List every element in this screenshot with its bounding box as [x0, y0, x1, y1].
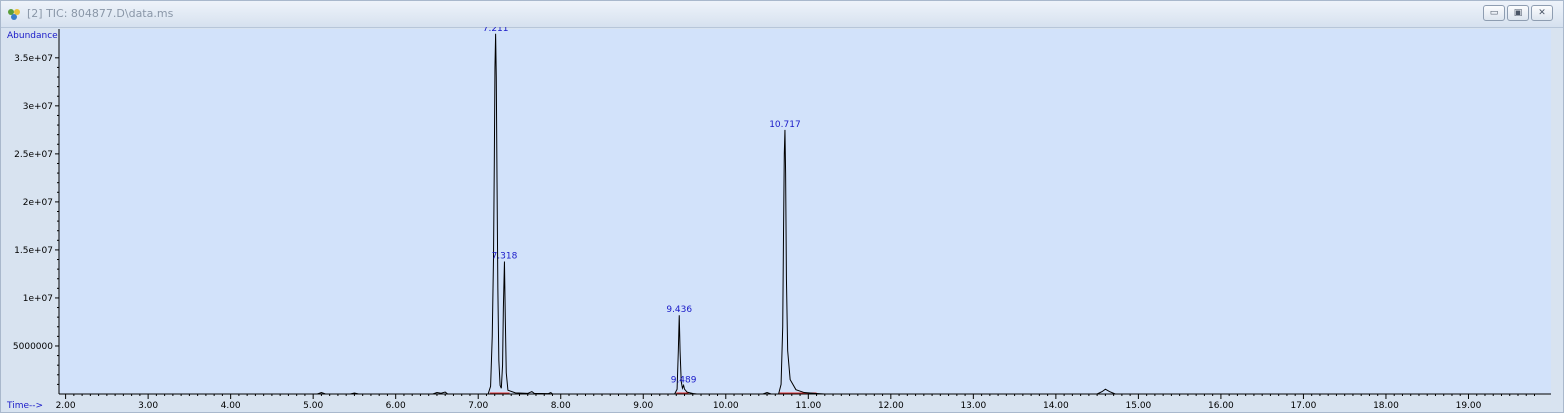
y-axis-label: Abundance — [7, 31, 58, 41]
peak-label: 7.211 — [483, 27, 509, 34]
x-tick-label: 12.00 — [878, 401, 904, 411]
x-tick-label: 3.00 — [138, 401, 158, 411]
x-tick-label: 17.00 — [1291, 401, 1317, 411]
peak-label: 10.717 — [769, 120, 801, 130]
y-tick-label: 3.5e+07 — [14, 54, 53, 64]
x-tick-label: 15.00 — [1126, 401, 1152, 411]
y-tick-label: 2e+07 — [23, 198, 53, 208]
tic-trace — [59, 33, 1551, 395]
peak-label: 7.318 — [492, 251, 518, 261]
x-axis-label: Time--> — [6, 401, 43, 411]
x-tick-label: 10.00 — [713, 401, 739, 411]
x-tick-label: 4.00 — [221, 401, 241, 411]
y-tick-label: 1e+07 — [23, 294, 53, 304]
x-tick-label: 9.00 — [633, 401, 653, 411]
minimize-button[interactable]: ▭ — [1483, 5, 1505, 21]
y-tick-label: 3e+07 — [23, 102, 53, 112]
x-tick-label: 7.00 — [468, 401, 488, 411]
peak-label: 9.436 — [666, 305, 692, 315]
x-tick-label: 11.00 — [795, 401, 821, 411]
maximize-button[interactable]: ▣ — [1507, 5, 1529, 21]
maximize-icon: ▣ — [1513, 7, 1523, 18]
x-tick-label: 16.00 — [1208, 401, 1234, 411]
x-tick-label: 5.00 — [303, 401, 323, 411]
x-tick-label: 18.00 — [1373, 401, 1399, 411]
x-tick-label: 19.00 — [1456, 401, 1482, 411]
y-tick-label: 2.5e+07 — [14, 150, 53, 160]
chromatogram-chart: 5000000 1e+07 1.5e+07 2e+07 2.5e+07 3e+07 3.5e… — [6, 27, 1551, 411]
close-icon: ✕ — [1538, 7, 1546, 18]
y-tick-label: 1.5e+07 — [14, 246, 53, 256]
peak-label: 9.489 — [671, 375, 697, 385]
close-button[interactable]: ✕ — [1531, 5, 1553, 21]
minimize-icon: ▭ — [1489, 7, 1499, 18]
x-tick-label: 13.00 — [960, 401, 986, 411]
chromatogram-app-icon — [8, 9, 20, 20]
title-bar[interactable]: [2] TIC: 804877.D\data.ms ▭ ▣ ✕ — [1, 1, 1563, 28]
plot-area — [59, 29, 1551, 394]
y-tick-label: 5000000 — [13, 342, 53, 352]
x-tick-label: 14.00 — [1043, 401, 1069, 411]
window-title: [2] TIC: 804877.D\data.ms — [27, 7, 174, 20]
x-tick-label: 6.00 — [386, 401, 406, 411]
x-tick-label: 8.00 — [551, 401, 571, 411]
x-tick-label: 2.00 — [56, 401, 76, 411]
